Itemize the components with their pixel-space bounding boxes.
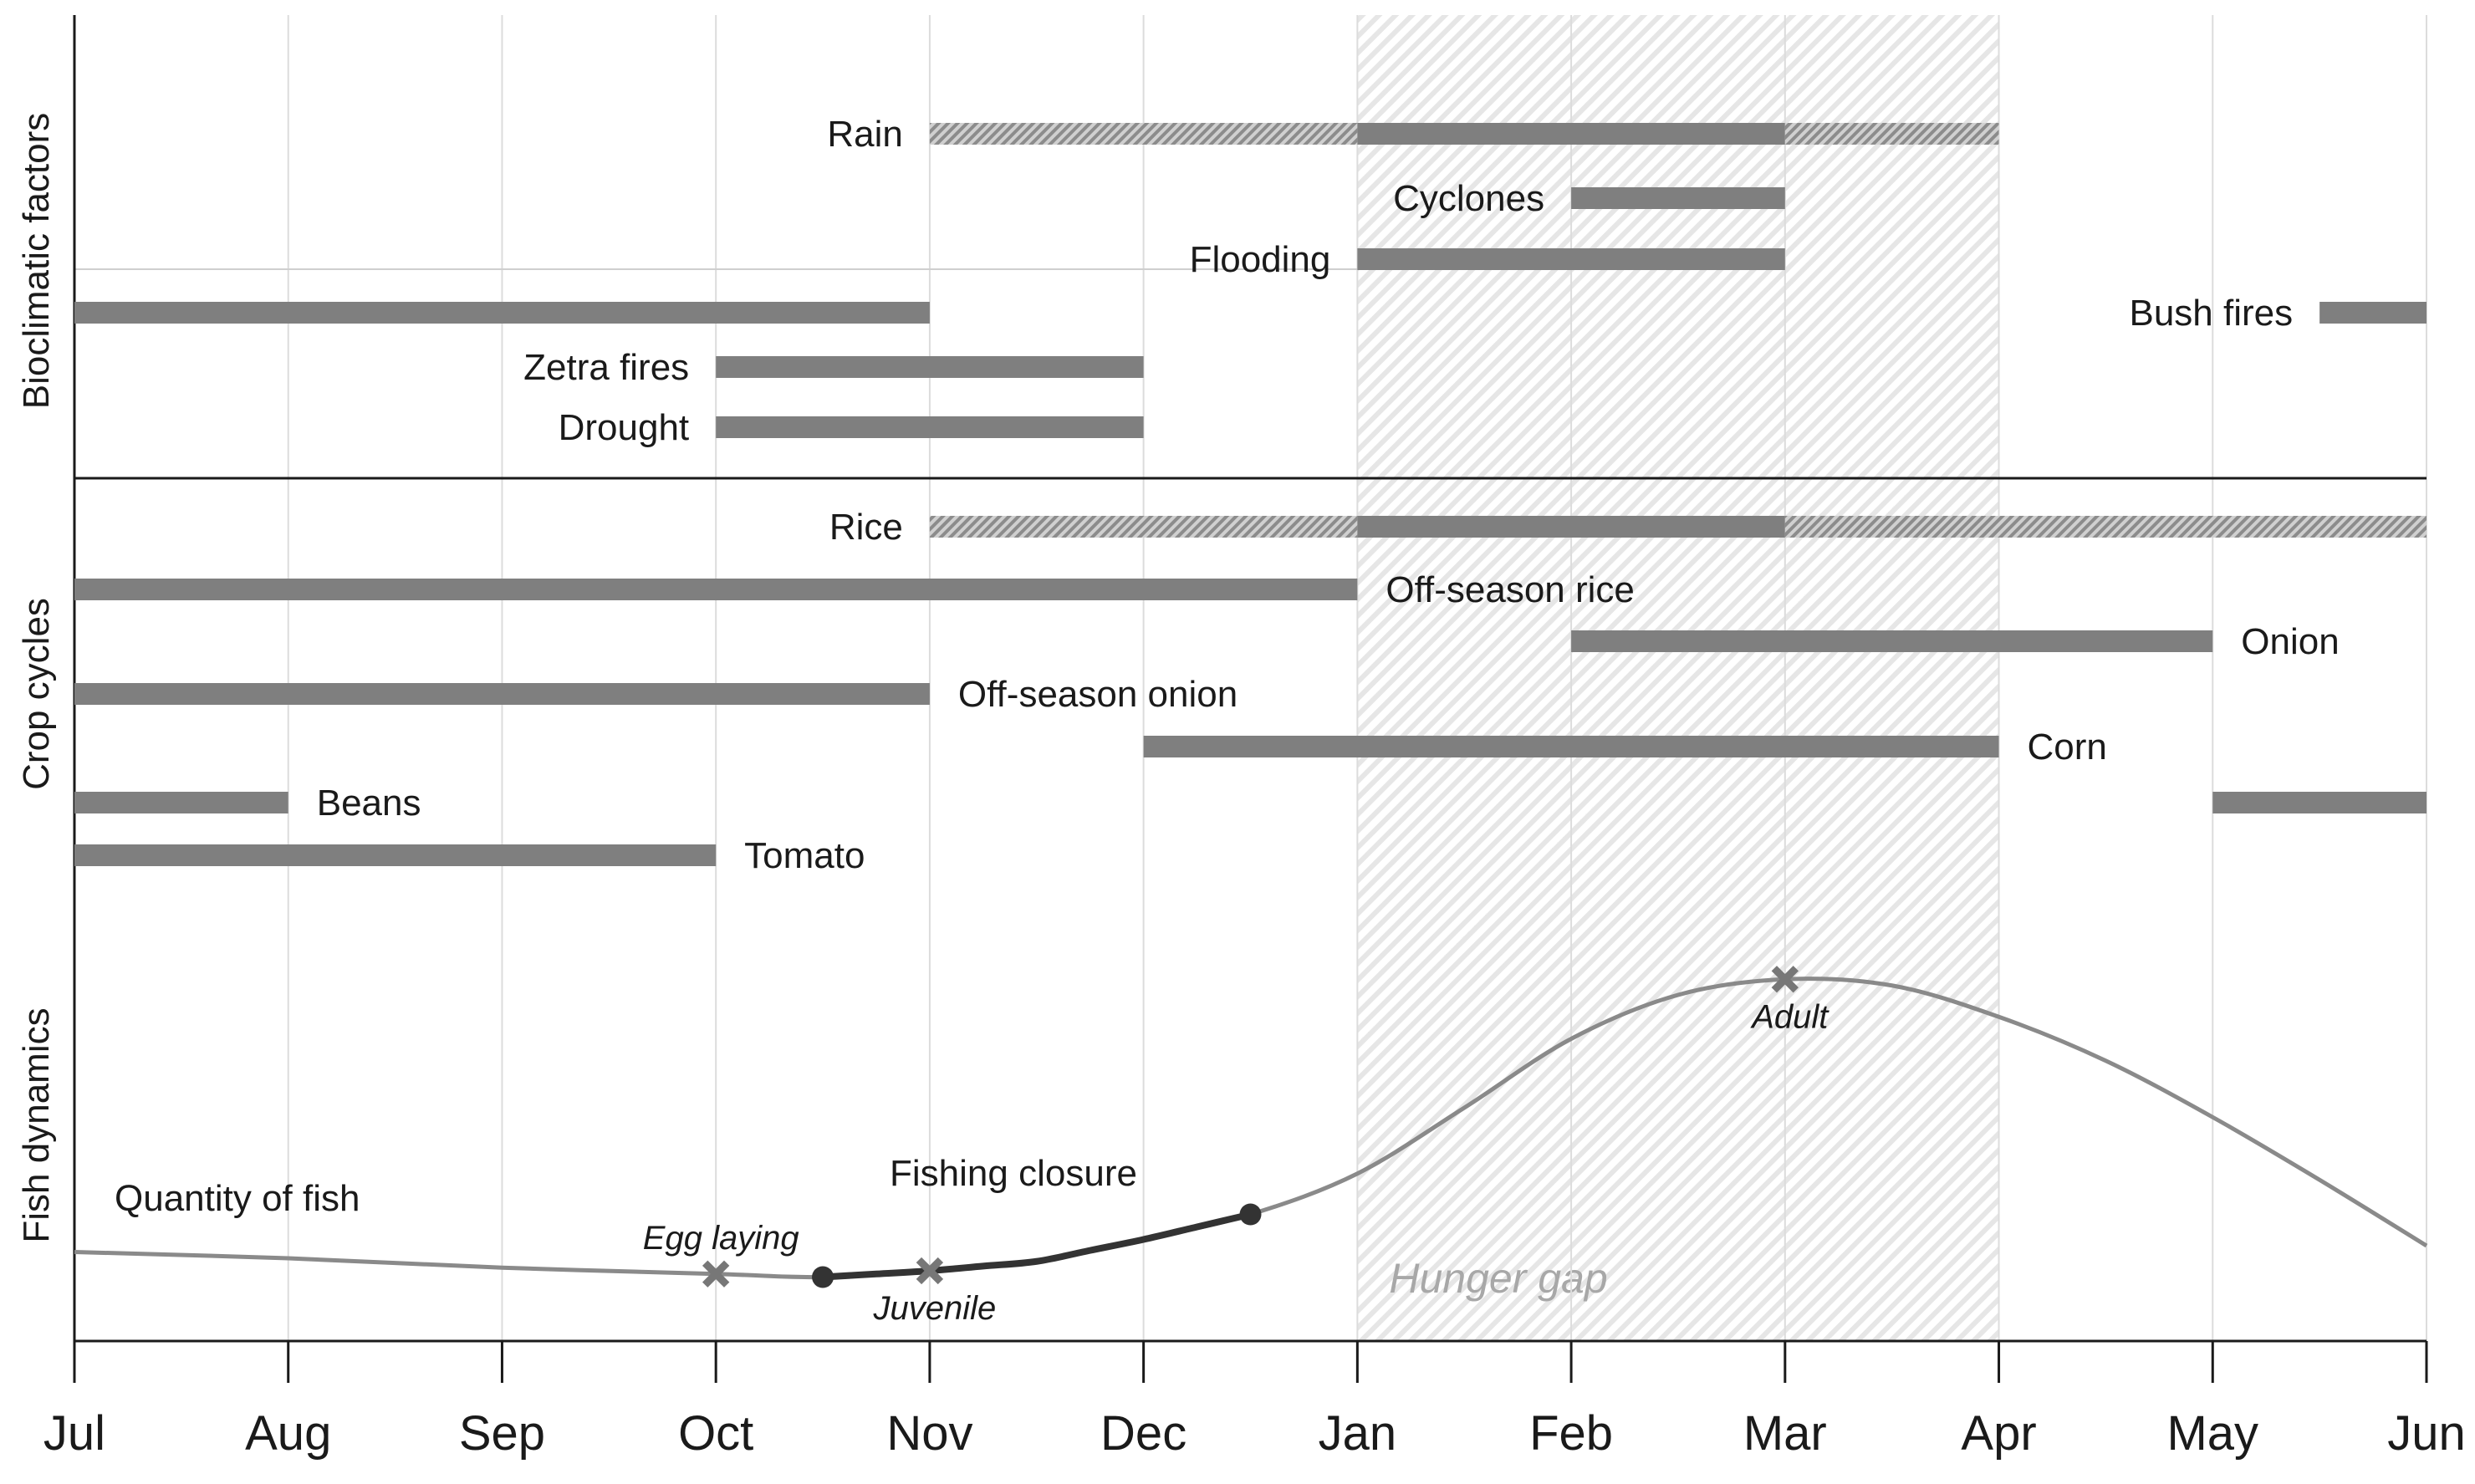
tick-label-oct: Oct [678,1406,753,1461]
bar-rain-seg-2 [1784,123,1999,145]
bar-label-corn: Corn [2028,727,2107,767]
stage-label-juvenile: Juvenile [873,1290,997,1327]
bar-rain-seg-0 [929,123,1358,145]
section-label-bioclimatic-factors: Bioclimatic factors [16,113,57,410]
tick-label-jul: Jul [43,1406,105,1461]
bar-tomato-seg-0 [74,844,717,866]
closure-start-dot [812,1266,834,1288]
month-gridlines [74,15,2427,1341]
bar-label-off-season-onion: Off-season onion [958,674,1238,715]
x-axis: Jul Aug Sep Oct Nov Dec Jan Feb Mar Apr May Jun [43,1339,2466,1461]
bar-corn-seg-0 [1143,736,1999,757]
tick-label-may: May [2166,1406,2258,1461]
closure-end-dot [1239,1203,1262,1226]
bar-label-off-season-rice: Off-season rice [1385,569,1635,610]
bar-bush-fires-seg-0 [2319,302,2427,324]
fish-dynamics-curve: Fishing closure Quantity of fish Egg layin… [74,966,2428,1327]
fishing-closure-label: Fishing closure [890,1153,1137,1194]
bar-label-beans: Beans [317,783,421,824]
bar-label-rain: Rain [827,114,903,155]
bar-label-bush-fires: Bush fires [2129,293,2293,334]
stage-cross-b [1771,966,1799,993]
bar-beans-seg-1 [2212,792,2427,813]
activity-bars: Rain Cyclones Flooding Bush fires Zetra fire… [74,114,2427,876]
tick-label-jan: Jan [1319,1406,1397,1461]
bar-off-season-onion-seg-0 [74,683,930,705]
bar-off-season-rice-seg-0 [74,579,1358,600]
bar-label-rice: Rice [829,507,903,548]
stage-label-egg-laying: Egg laying [643,1220,799,1257]
bar-onion-seg-0 [1571,630,2213,652]
bar-cyclones-seg-0 [1571,187,1785,209]
bar-label-tomato: Tomato [744,835,865,876]
quantity-of-fish-label: Quantity of fish [115,1178,360,1219]
bar-rice-seg-1 [1357,516,1785,538]
tick-label-nov: Nov [886,1406,972,1461]
bar-label-cyclones: Cyclones [1393,178,1544,219]
bar-rain-seg-1 [1357,123,1785,145]
bar-rice-seg-2 [1784,516,2427,538]
bar-label-flooding: Flooding [1190,239,1331,280]
bar-label-drought: Drought [559,407,690,448]
bar-label-zetra-fires: Zetra fires [523,347,689,388]
hunger-gap-band [1357,15,1999,1341]
bar-label-onion: Onion [2241,621,2339,662]
fish-quantity-line [74,977,2428,1280]
hunger-gap-label: Hunger gap [1389,1255,1607,1302]
tick-label-sep: Sep [459,1406,545,1461]
bar-zetra-fires-seg-0 [716,356,1144,378]
stage-marker-egg-laying [702,1260,730,1288]
section-label-crop-cycles: Crop cycles [16,598,57,790]
stage-marker-adult [1771,966,1799,993]
tick-label-mar: Mar [1743,1406,1827,1461]
fishing-closure-line [822,1211,1252,1281]
bar-beans-seg-0 [74,792,288,813]
stage-cross-b [702,1260,730,1288]
stage-cross-b [916,1257,944,1285]
bar-drought-seg-0 [716,416,1144,438]
section-label-fish-dynamics: Fish dynamics [16,1007,57,1242]
tick-label-jun: Jun [2387,1406,2466,1461]
bar-rice-seg-0 [929,516,1358,538]
tick-label-apr: Apr [1961,1406,2036,1461]
stage-label-adult: Adult [1750,998,1829,1035]
stage-marker-juvenile [916,1257,944,1285]
bar-unlabeled-seg-0 [74,302,930,324]
tick-label-aug: Aug [245,1406,331,1461]
tick-label-dec: Dec [1100,1406,1186,1461]
tick-label-feb: Feb [1529,1406,1613,1461]
section-frames: Bioclimatic factors Crop cycles Fish dynam… [16,15,2427,1341]
bar-flooding-seg-0 [1357,248,1785,270]
